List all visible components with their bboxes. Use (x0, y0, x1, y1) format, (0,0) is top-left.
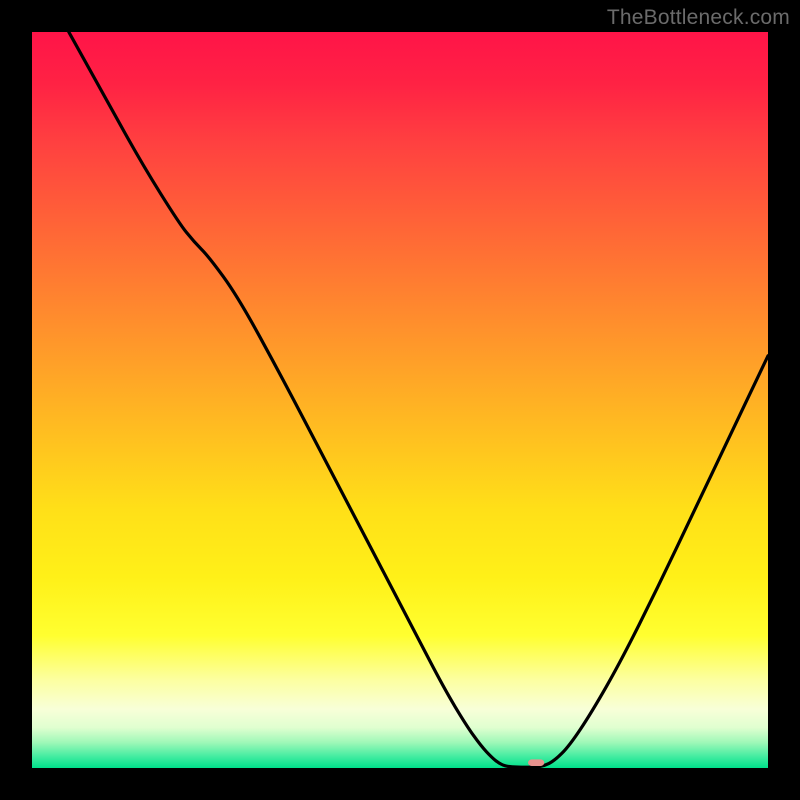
gradient-background (32, 32, 768, 768)
optimal-marker (528, 759, 544, 766)
plot-area (32, 32, 768, 768)
chart-svg (32, 32, 768, 768)
figure-root: TheBottleneck.com (0, 0, 800, 800)
plot-wrap (0, 0, 800, 800)
watermark-text: TheBottleneck.com (607, 6, 790, 30)
